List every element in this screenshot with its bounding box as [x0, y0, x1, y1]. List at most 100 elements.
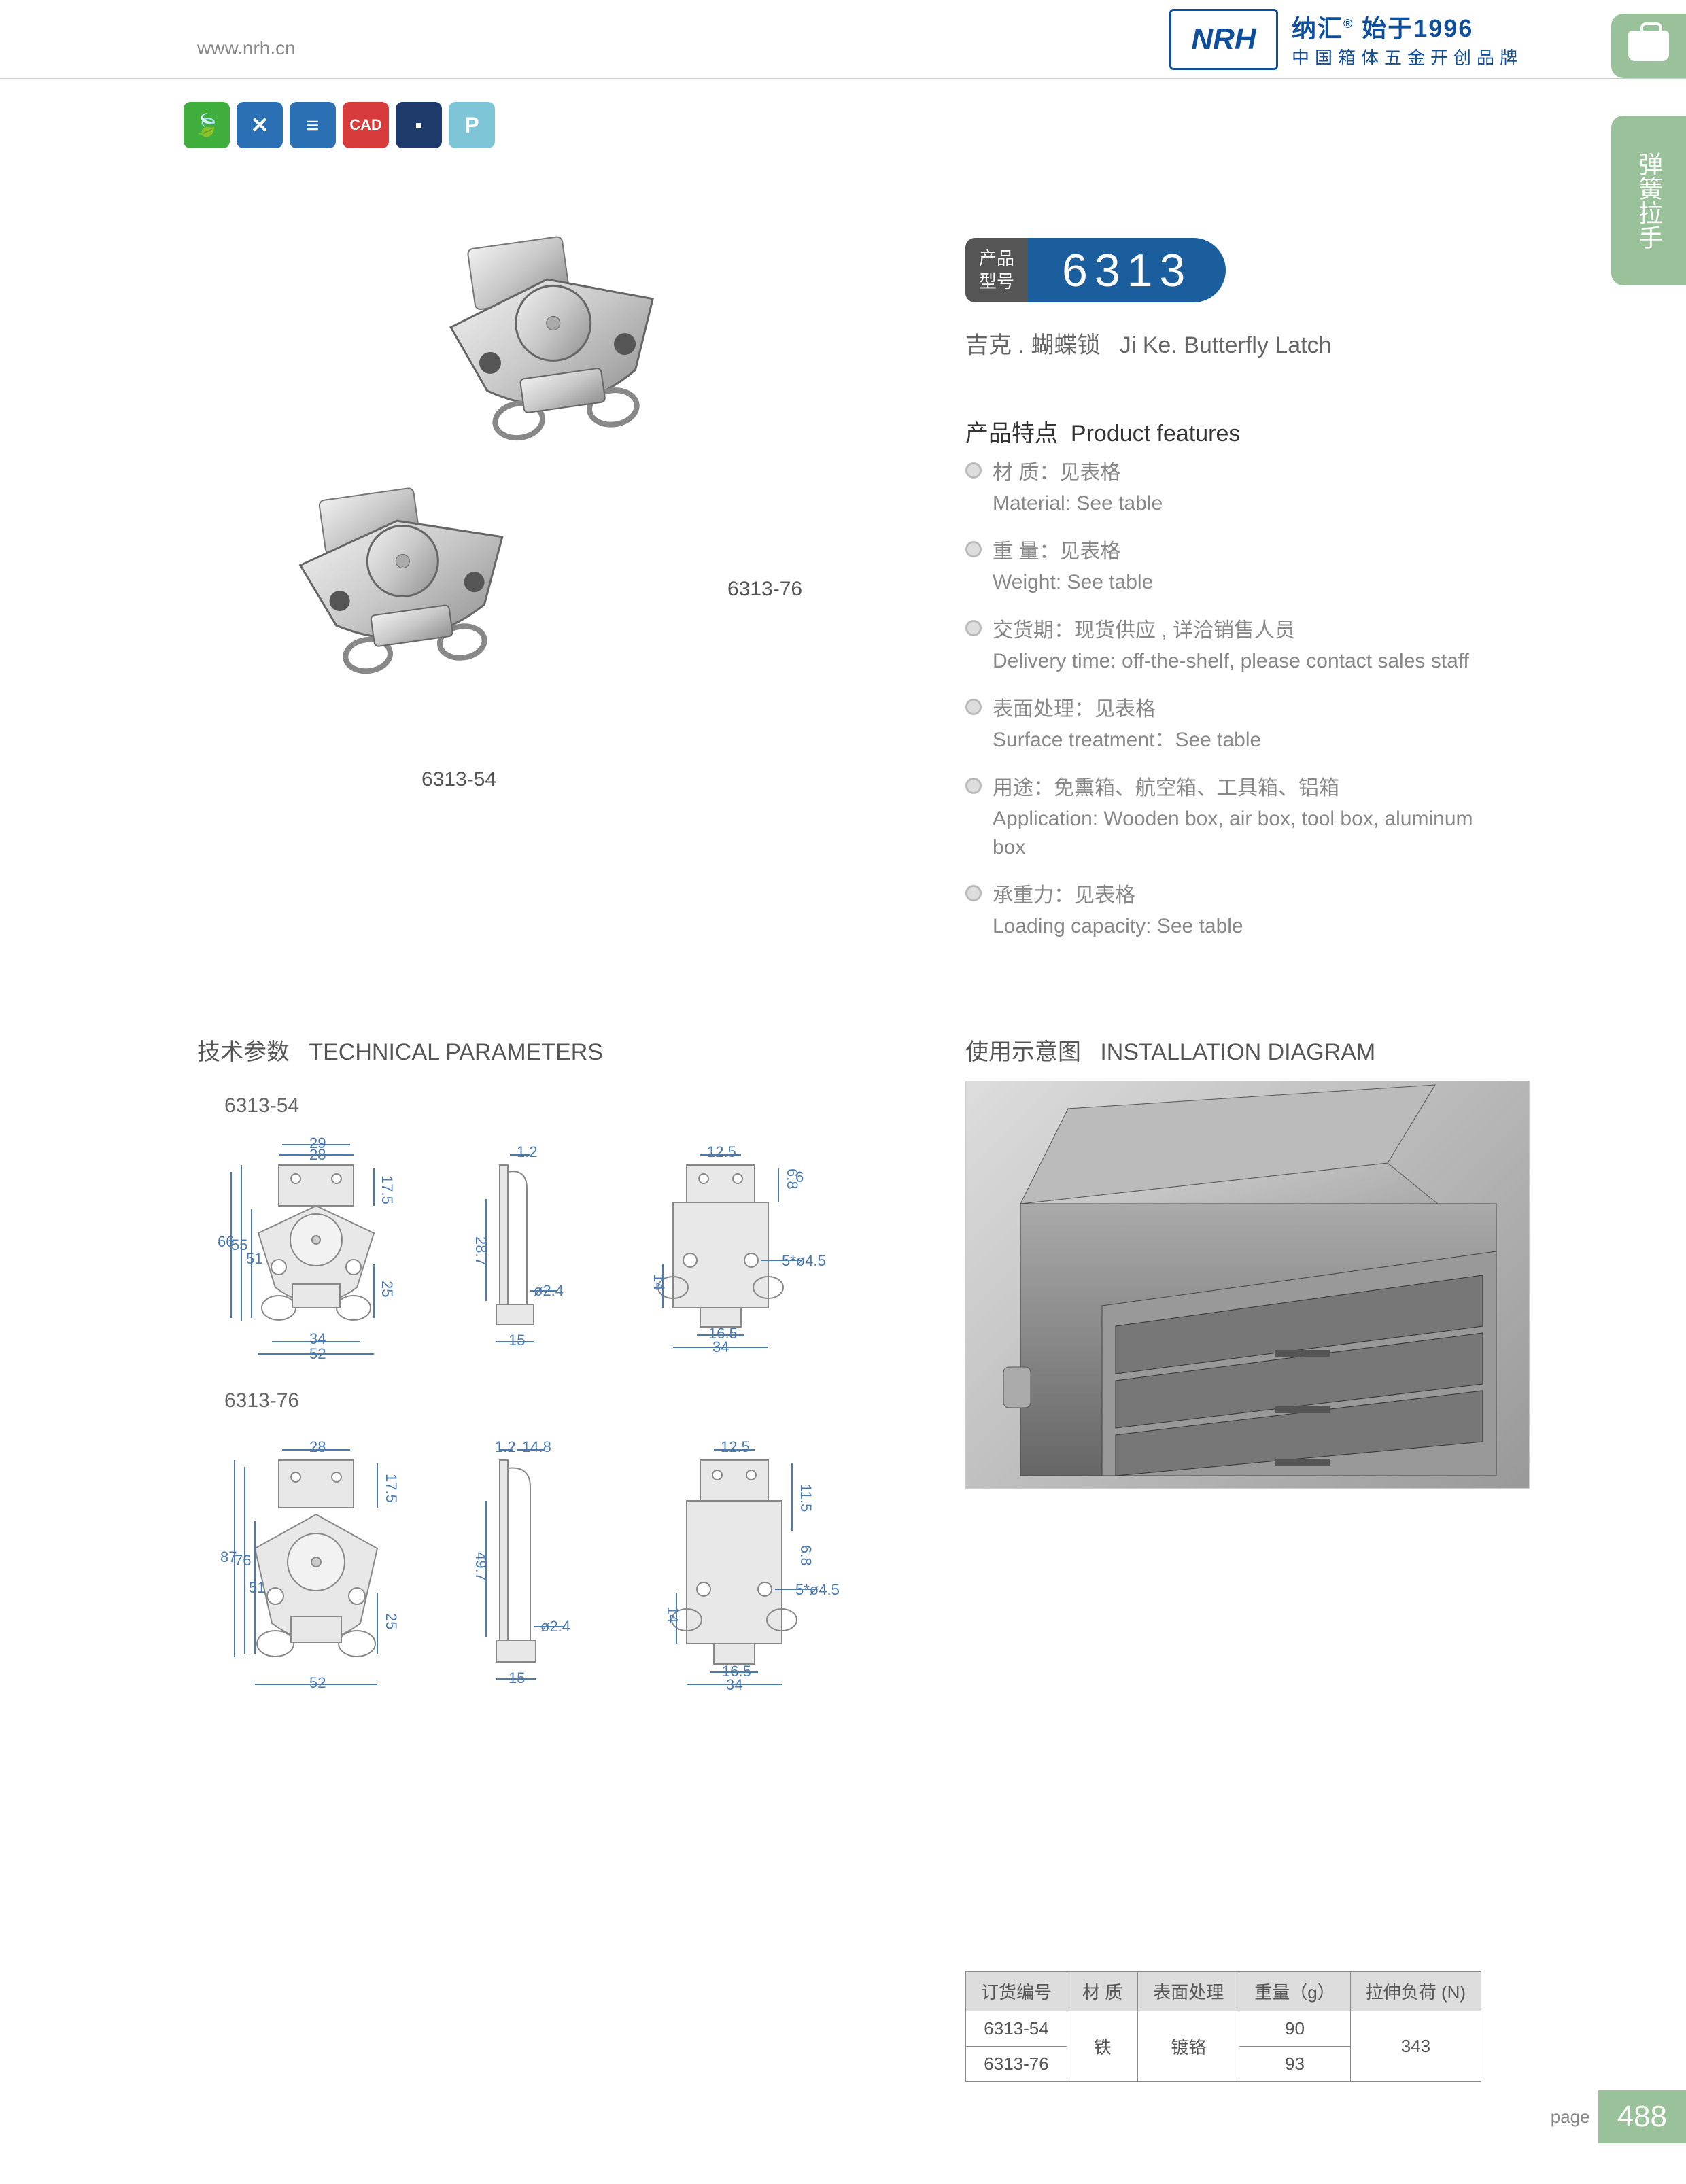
feature-en: Loading capacity: See table — [965, 912, 1509, 941]
diag-54-front: 29 28 66 55 51 17.5 25 34 52 — [197, 1131, 422, 1369]
dim: 14 — [664, 1606, 681, 1623]
features-title-en: Product features — [1071, 421, 1240, 447]
install-en: INSTALLATION DIAGRAM — [1100, 1039, 1375, 1065]
feature-en: Material: See table — [965, 489, 1509, 518]
icon-row: 🍃 ✕ ≡ CAD ▪ P — [184, 102, 495, 148]
logo-area: NRH 纳汇® 始于1996 中国箱体五金开创品牌 — [1169, 0, 1550, 78]
logo-mark: NRH — [1169, 9, 1278, 70]
dim: 28 — [309, 1438, 326, 1456]
install-cn: 使用示意图 — [965, 1039, 1081, 1065]
dim: 55 — [231, 1236, 247, 1254]
dim: 52 — [309, 1345, 326, 1363]
features-title: 产品特点 Product features — [965, 415, 1240, 448]
dim: 15 — [509, 1669, 525, 1687]
dim: 6 — [795, 1168, 804, 1186]
diag-76-back: 12.5 11.5 6.8 14 5*ø4.5 16.5 34 — [639, 1426, 843, 1712]
top-divider — [0, 78, 1686, 79]
diag-76-front: 28 87 76 51 17.5 25 52 — [197, 1426, 422, 1712]
feature-surface: 表面处理：见表格 Surface treatment：See table — [965, 692, 1509, 755]
tech-params-header: 技术参数 TECHNICAL PARAMETERS — [197, 1033, 603, 1067]
td-code: 6313-76 — [966, 2047, 1067, 2082]
tech-cn: 技术参数 — [197, 1039, 290, 1065]
table-header-row: 订货编号 材 质 表面处理 重量（g） 拉伸负荷 (N) — [966, 1972, 1481, 2011]
install-photo — [965, 1081, 1530, 1489]
dim: 25 — [378, 1281, 396, 1297]
brand-cn: 纳汇 — [1292, 14, 1343, 42]
dim: 5*ø4.5 — [795, 1581, 840, 1599]
screw-icon: ▪ — [396, 102, 442, 148]
model-label-2: 型号 — [979, 271, 1014, 294]
model-badge: 产品 型号 6313 — [965, 238, 1226, 302]
feature-cn: 材 质：见表格 — [965, 455, 1509, 485]
feature-en: Delivery time: off-the-shelf, please con… — [965, 647, 1509, 676]
page-label: page — [1551, 2107, 1590, 2128]
brand-year: 始于1996 — [1362, 14, 1473, 42]
dim: 51 — [246, 1250, 262, 1268]
dim: 12.5 — [707, 1143, 736, 1161]
dim: 11.5 — [797, 1484, 814, 1512]
td-weight: 93 — [1239, 2047, 1350, 2082]
brand-line-2: 中国箱体五金开创品牌 — [1292, 44, 1523, 69]
td-weight: 90 — [1239, 2011, 1350, 2047]
dim: 34 — [726, 1676, 742, 1694]
diag-label-54: 6313-54 — [224, 1094, 918, 1117]
feature-weight: 重 量：见表格 Weight: See table — [965, 534, 1509, 597]
product-subtitle: 吉克 . 蝴蝶锁 Ji Ke. Butterfly Latch — [965, 326, 1332, 360]
feature-material: 材 质：见表格 Material: See table — [965, 455, 1509, 518]
th-load: 拉伸负荷 (N) — [1350, 1972, 1481, 2011]
subtitle-en: Ji Ke. Butterfly Latch — [1120, 332, 1332, 358]
subtitle-cn: 吉克 . 蝴蝶锁 — [965, 332, 1100, 358]
model-label-1: 产品 — [979, 247, 1014, 271]
diag-54-back: 12.5 6.8 6 14 5*ø4.5 16.5 34 — [625, 1131, 829, 1369]
table-row: 6313-54 铁 镀铬 90 343 — [966, 2011, 1481, 2047]
p-icon: P — [449, 102, 495, 148]
product-images: 6313-76 6313-54 — [224, 218, 836, 829]
diag-54-side: 1.2 28.7 ø2.4 15 — [462, 1131, 585, 1369]
feature-cn: 表面处理：见表格 — [965, 692, 1509, 722]
td-surface: 镀铬 — [1138, 2011, 1239, 2082]
features-title-cn: 产品特点 — [965, 421, 1058, 447]
td-material: 铁 — [1067, 2011, 1138, 2082]
th-material: 材 质 — [1067, 1972, 1138, 2011]
dim: 15 — [509, 1332, 525, 1349]
tech-en: TECHNICAL PARAMETERS — [309, 1039, 603, 1065]
feature-cn: 重 量：见表格 — [965, 534, 1509, 564]
dim: 17.5 — [382, 1474, 400, 1503]
diag-76-side: 1.2 14.8 49.7 ø2.4 15 — [462, 1426, 598, 1712]
features-list: 材 质：见表格 Material: See table 重 量：见表格 Weig… — [965, 455, 1509, 957]
brand-line-1: 纳汇® 始于1996 — [1292, 9, 1523, 44]
dim: 17.5 — [378, 1175, 396, 1204]
feature-application: 用途：免熏箱、航空箱、工具箱、铝箱 Application: Wooden bo… — [965, 771, 1509, 862]
side-tab-text: 弹簧拉手 — [1632, 152, 1666, 249]
dim: 52 — [309, 1674, 326, 1692]
th-surface: 表面处理 — [1138, 1972, 1239, 2011]
feature-cn: 交货期：现货供应 , 详洽销售人员 — [965, 613, 1509, 643]
td-load: 343 — [1350, 2011, 1481, 2082]
feature-en: Weight: See table — [965, 568, 1509, 597]
label-6313-54: 6313-54 — [422, 768, 496, 791]
side-tab-label: 弹簧拉手 — [1611, 116, 1686, 285]
dim: 6.8 — [797, 1545, 814, 1566]
dim: 76 — [235, 1552, 251, 1570]
th-code: 订货编号 — [966, 1972, 1067, 2011]
dim: 1.2 — [517, 1143, 538, 1161]
eco-icon: 🍃 — [184, 102, 230, 148]
spec-table: 订货编号 材 质 表面处理 重量（g） 拉伸负荷 (N) 6313-54 铁 镀… — [965, 1971, 1481, 2082]
dim: 51 — [249, 1579, 265, 1597]
latch-54-render — [252, 462, 564, 734]
label-6313-76: 6313-76 — [727, 578, 802, 601]
dim: 5*ø4.5 — [782, 1252, 826, 1270]
dim: ø2.4 — [534, 1282, 564, 1300]
header-url: www.nrh.cn — [197, 37, 296, 59]
dim: 28 — [309, 1146, 326, 1164]
dim: 25 — [382, 1613, 400, 1629]
model-badge-label: 产品 型号 — [965, 238, 1028, 302]
th-weight: 重量（g） — [1239, 1972, 1350, 2011]
dim: 28.7 — [472, 1236, 489, 1266]
dim: ø2.4 — [540, 1618, 570, 1635]
feature-loading: 承重力：见表格 Loading capacity: See table — [965, 878, 1509, 941]
model-number: 6313 — [1028, 238, 1226, 302]
page-number: 488 — [1598, 2090, 1686, 2143]
diag-label-76: 6313-76 — [224, 1389, 918, 1412]
install-header: 使用示意图 INSTALLATION DIAGRAM — [965, 1033, 1375, 1067]
